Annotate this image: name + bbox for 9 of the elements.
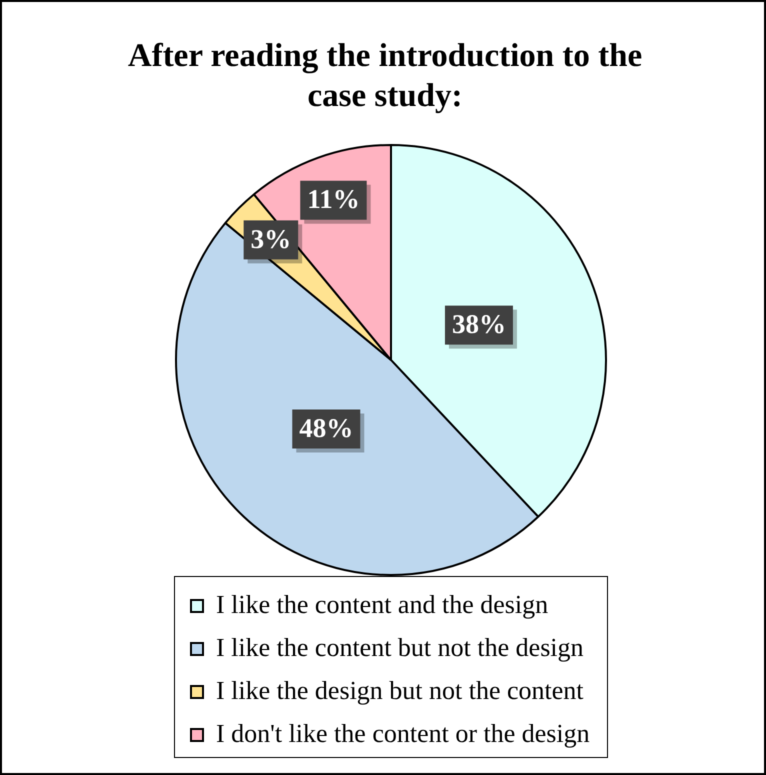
legend-label: I like the design but not the content <box>216 676 584 705</box>
legend-label: I like the content and the design <box>216 590 548 619</box>
data-label: 11% <box>307 184 360 214</box>
data-label: 3% <box>250 224 292 254</box>
data-label: 48% <box>299 412 354 443</box>
legend-label: I like the content but not the design <box>216 632 584 662</box>
chart-title: After reading the introduction to the case study: <box>126 37 644 116</box>
data-label: 38% <box>452 309 506 340</box>
legend-label: I don't like the content or the design <box>216 718 590 748</box>
